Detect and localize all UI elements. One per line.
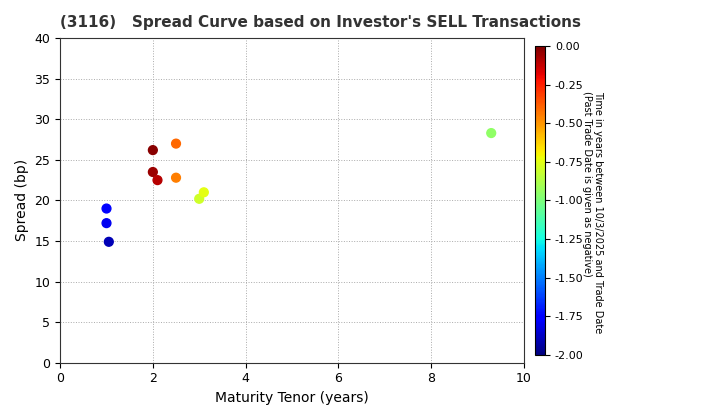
Y-axis label: Spread (bp): Spread (bp): [15, 159, 29, 242]
X-axis label: Maturity Tenor (years): Maturity Tenor (years): [215, 391, 369, 405]
Point: [101, 205, 112, 212]
Point: [198, 189, 210, 196]
Point: [101, 220, 112, 226]
Point: [103, 239, 114, 245]
Point: [170, 140, 181, 147]
Point: [194, 195, 205, 202]
Point: [170, 174, 181, 181]
Point: [147, 147, 158, 153]
Point: [485, 130, 497, 136]
Point: [152, 177, 163, 184]
Point: [147, 169, 158, 176]
Text: Time in years between 10/3/2025 and Trade Date
(Past Trade Date is given as nega: Time in years between 10/3/2025 and Trad…: [582, 91, 603, 333]
Text: (3116)   Spread Curve based on Investor's SELL Transactions: (3116) Spread Curve based on Investor's …: [60, 15, 581, 30]
